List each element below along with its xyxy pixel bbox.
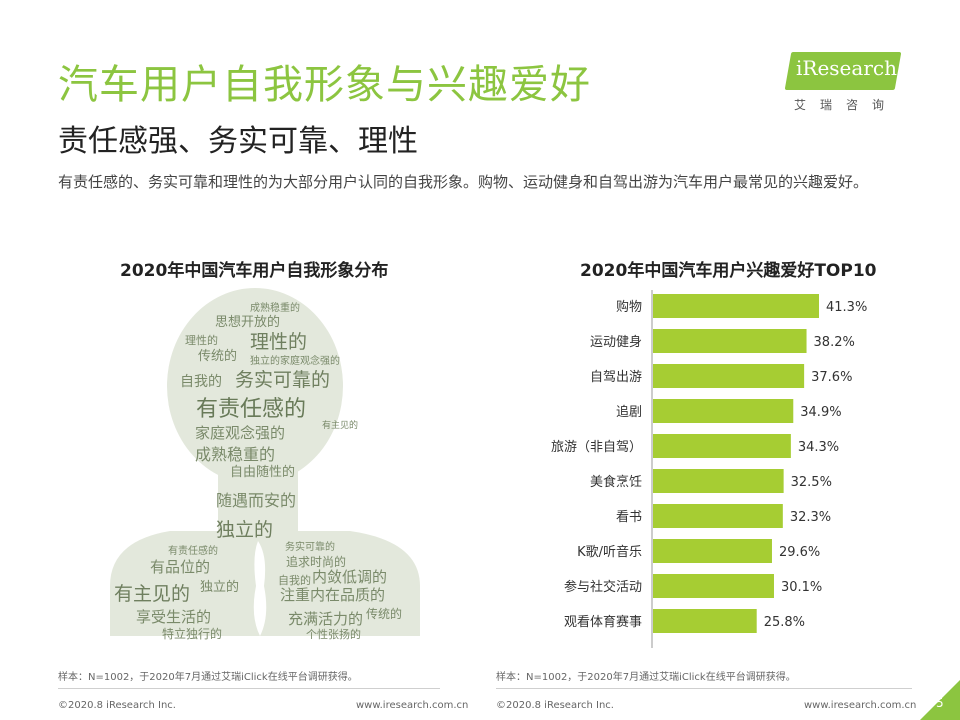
footer-url-left[interactable]: www.iresearch.com.cn xyxy=(356,700,469,711)
word: 务实可靠的 xyxy=(285,540,335,553)
value-label: 32.3% xyxy=(790,510,831,525)
value-label: 37.6% xyxy=(811,370,852,385)
iresearch-logo: iResearch 艾瑞咨询 xyxy=(770,40,920,120)
category-label: 美食烹饪 xyxy=(590,474,642,490)
bar xyxy=(653,504,783,528)
word: 追求时尚的 xyxy=(286,554,346,569)
bar xyxy=(653,294,819,318)
page-description: 有责任感的、务实可靠和理性的为大部分用户认同的自我形象。购物、运动健身和自驾出游… xyxy=(58,173,869,191)
category-label: 自驾出游 xyxy=(590,370,642,385)
value-label: 41.3% xyxy=(826,300,867,315)
word: 特立独行的 xyxy=(162,626,222,641)
word: 注重内在品质的 xyxy=(280,586,385,604)
word: 传统的 xyxy=(198,348,237,364)
page-number: 5 xyxy=(936,696,944,710)
word: 思想开放的 xyxy=(215,314,280,330)
word: 传统的 xyxy=(366,606,402,621)
word: 有责任感的 xyxy=(168,544,218,557)
word: 自由随性的 xyxy=(230,464,295,480)
bar xyxy=(653,329,807,353)
person-silhouette xyxy=(110,288,420,636)
word: 理性的 xyxy=(250,331,307,353)
word: 独立的 xyxy=(200,579,239,595)
category-label: K歌/听音乐 xyxy=(577,544,642,560)
word: 随遇而安的 xyxy=(216,491,296,510)
word: 充满活力的 xyxy=(288,610,363,628)
logo-subtext: 艾瑞咨询 xyxy=(794,98,899,112)
word: 享受生活的 xyxy=(136,608,211,626)
bar xyxy=(653,364,805,388)
value-label: 34.3% xyxy=(798,440,839,455)
word: 有责任感的 xyxy=(196,397,306,422)
value-label: 34.9% xyxy=(800,405,841,420)
category-label: 旅游（非自驾） xyxy=(551,440,642,455)
word: 成熟稳重的 xyxy=(250,301,300,314)
word: 家庭观念强的 xyxy=(280,354,340,367)
word: 家庭观念强的 xyxy=(195,424,285,442)
word: 有主见的 xyxy=(114,583,190,605)
bar xyxy=(653,399,794,423)
word: 自我的 xyxy=(180,374,222,390)
bar xyxy=(653,574,774,598)
value-label: 38.2% xyxy=(814,335,855,350)
bar xyxy=(653,434,791,458)
word: 理性的 xyxy=(185,333,218,347)
logo-text: iResearch xyxy=(796,56,897,80)
page-title: 汽车用户自我形象与兴趣爱好 xyxy=(58,62,591,108)
footer-divider-right xyxy=(496,688,912,689)
footer-url-right[interactable]: www.iresearch.com.cn xyxy=(804,700,917,711)
value-label: 25.8% xyxy=(764,615,805,630)
value-label: 30.1% xyxy=(781,580,822,595)
sample-note-right: 样本：N=1002，于2020年7月通过艾瑞iClick在线平台调研获得。 xyxy=(496,672,796,683)
bar xyxy=(653,609,757,633)
category-label: 看书 xyxy=(616,509,642,525)
bar xyxy=(653,539,772,563)
word: 自我的 xyxy=(278,573,311,587)
word: 内敛低调的 xyxy=(312,568,387,586)
word: 个性张扬的 xyxy=(306,627,361,641)
word: 有品位的 xyxy=(150,558,210,576)
wordcloud-title: 2020年中国汽车用户自我形象分布 xyxy=(120,261,389,281)
page-subtitle: 责任感强、务实可靠、理性 xyxy=(58,124,418,159)
word: 成熟稳重的 xyxy=(195,445,275,464)
footer-copyright-right: ©2020.8 iResearch Inc. xyxy=(496,700,614,711)
word: 独立的 xyxy=(216,519,273,541)
category-label: 观看体育赛事 xyxy=(564,614,642,630)
category-label: 追剧 xyxy=(616,404,642,420)
value-label: 32.5% xyxy=(791,475,832,490)
wordcloud-silhouette: 成熟稳重的 思想开放的 理性的 理性的 传统的 独立的 家庭观念强的 自我的 务… xyxy=(110,288,420,641)
category-label: 购物 xyxy=(616,299,642,315)
bar-chart-title: 2020年中国汽车用户兴趣爱好TOP10 xyxy=(580,261,877,281)
word: 有主见的 xyxy=(322,419,358,431)
footer-copyright-left: ©2020.8 iResearch Inc. xyxy=(58,700,176,711)
bar xyxy=(653,469,784,493)
interest-bar-chart: 购物 41.3% 运动健身 38.2% 自驾出游 37.6% 追剧 34.9% 旅游（非自驾） 3… xyxy=(551,290,867,648)
word: 务实可靠的 xyxy=(235,369,330,391)
word: 独立的 xyxy=(250,354,280,367)
category-label: 运动健身 xyxy=(590,334,642,350)
wordcloud-words: 成熟稳重的 思想开放的 理性的 理性的 传统的 独立的 家庭观念强的 自我的 务… xyxy=(114,301,402,641)
footer-divider-left xyxy=(58,688,440,689)
sample-note-left: 样本：N=1002，于2020年7月通过艾瑞iClick在线平台调研获得。 xyxy=(58,672,358,683)
category-label: 参与社交活动 xyxy=(564,579,642,595)
value-label: 29.6% xyxy=(779,545,820,560)
